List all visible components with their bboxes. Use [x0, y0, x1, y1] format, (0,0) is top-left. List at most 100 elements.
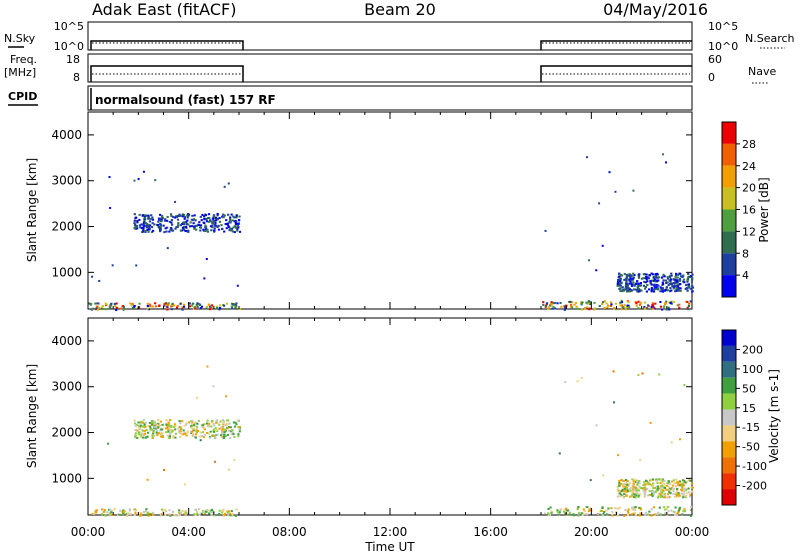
data-cell: [656, 482, 659, 485]
data-cell: [141, 429, 144, 432]
data-cell: [213, 230, 216, 233]
data-cell: [178, 431, 181, 434]
data-cell: [170, 219, 173, 222]
data-cell: [205, 220, 209, 223]
data-cell: [632, 276, 635, 279]
data-cell: [667, 289, 670, 292]
data-cell: [588, 508, 591, 511]
data-cell: [657, 284, 660, 287]
colorbar-segment: [722, 209, 736, 232]
data-cell: [150, 423, 154, 426]
data-cell: [628, 273, 631, 276]
data-cell: [659, 486, 662, 489]
data-cell: [644, 481, 648, 484]
data-cell: [624, 485, 627, 488]
data-cell: [660, 287, 663, 290]
data-cell: [587, 302, 590, 305]
ytick-label: 1000: [51, 265, 82, 279]
data-cell: [194, 433, 198, 436]
data-cell: [114, 304, 117, 307]
data-cell: [146, 435, 149, 438]
xtick-label: 04:00: [171, 525, 206, 539]
data-cell: [616, 507, 620, 510]
data-cell: [643, 493, 646, 496]
data-cell: [128, 508, 131, 511]
data-cell: [183, 217, 186, 220]
data-cell: [170, 430, 174, 433]
data-cell: [181, 306, 184, 309]
data-cell: [570, 306, 574, 309]
data-cell: [196, 396, 199, 399]
data-cell: [202, 221, 205, 224]
data-cell: [637, 282, 640, 285]
data-cell: [683, 281, 686, 284]
data-cell: [620, 274, 624, 277]
data-cell: [237, 435, 240, 438]
data-cell: [208, 303, 211, 306]
data-cell: [187, 223, 190, 226]
data-cell: [100, 513, 104, 516]
data-cell: [222, 304, 226, 307]
data-cell: [165, 431, 168, 434]
data-cell: [235, 216, 238, 219]
data-cell: [210, 514, 213, 517]
data-cell: [195, 431, 198, 434]
data-cell: [140, 223, 143, 226]
data-cell: [680, 485, 684, 488]
data-cell: [144, 229, 147, 232]
data-cell: [104, 308, 107, 311]
data-cell: [630, 494, 634, 497]
data-cell: [171, 429, 174, 432]
data-cell: [172, 434, 175, 437]
data-cell: [179, 430, 182, 433]
data-cell: [565, 509, 568, 512]
data-cell: [605, 302, 608, 305]
data-cell: [174, 436, 177, 439]
data-cell: [595, 269, 598, 272]
data-cell: [192, 222, 195, 225]
data-cell: [619, 304, 622, 307]
data-cell: [628, 290, 631, 293]
station-title: Adak East (fitACF): [92, 0, 236, 19]
data-cell: [596, 513, 600, 516]
data-cell: [649, 280, 652, 283]
data-cell: [684, 481, 688, 484]
data-cell: [157, 422, 160, 425]
data-cell: [585, 156, 588, 159]
data-cell: [543, 512, 547, 515]
data-cell: [661, 479, 664, 482]
data-cell: [547, 507, 550, 510]
data-cell: [637, 489, 641, 492]
data-cell: [558, 511, 561, 514]
data-cell: [217, 224, 220, 227]
data-cell: [666, 276, 669, 279]
data-cell: [639, 301, 642, 304]
data-cell: [219, 304, 222, 307]
data-cell: [133, 508, 136, 511]
data-cell: [236, 227, 239, 230]
data-cell: [674, 492, 677, 495]
power-yaxis: 1000 2000 3000 4000: [51, 128, 692, 279]
data-cell: [218, 217, 221, 220]
data-cell: [142, 170, 145, 173]
data-cell: [637, 374, 640, 377]
data-cell: [645, 479, 648, 482]
data-cell: [226, 423, 229, 426]
data-cell: [108, 511, 111, 514]
data-cell: [631, 478, 634, 481]
data-cell: [205, 431, 209, 434]
data-cell: [658, 506, 661, 509]
data-cell: [209, 436, 212, 439]
velocity-panel-frame: [87, 317, 693, 516]
data-cell: [199, 224, 203, 227]
data-cell: [660, 486, 663, 489]
data-cell: [183, 216, 187, 219]
data-cell: [643, 306, 646, 309]
data-cell: [135, 225, 139, 228]
data-cell: [688, 302, 691, 305]
colorbar-tick-label: 4: [742, 269, 749, 282]
colorbar-segment: [722, 489, 736, 505]
data-cell: [691, 286, 695, 289]
data-cell: [138, 432, 141, 435]
data-cell: [636, 487, 639, 490]
